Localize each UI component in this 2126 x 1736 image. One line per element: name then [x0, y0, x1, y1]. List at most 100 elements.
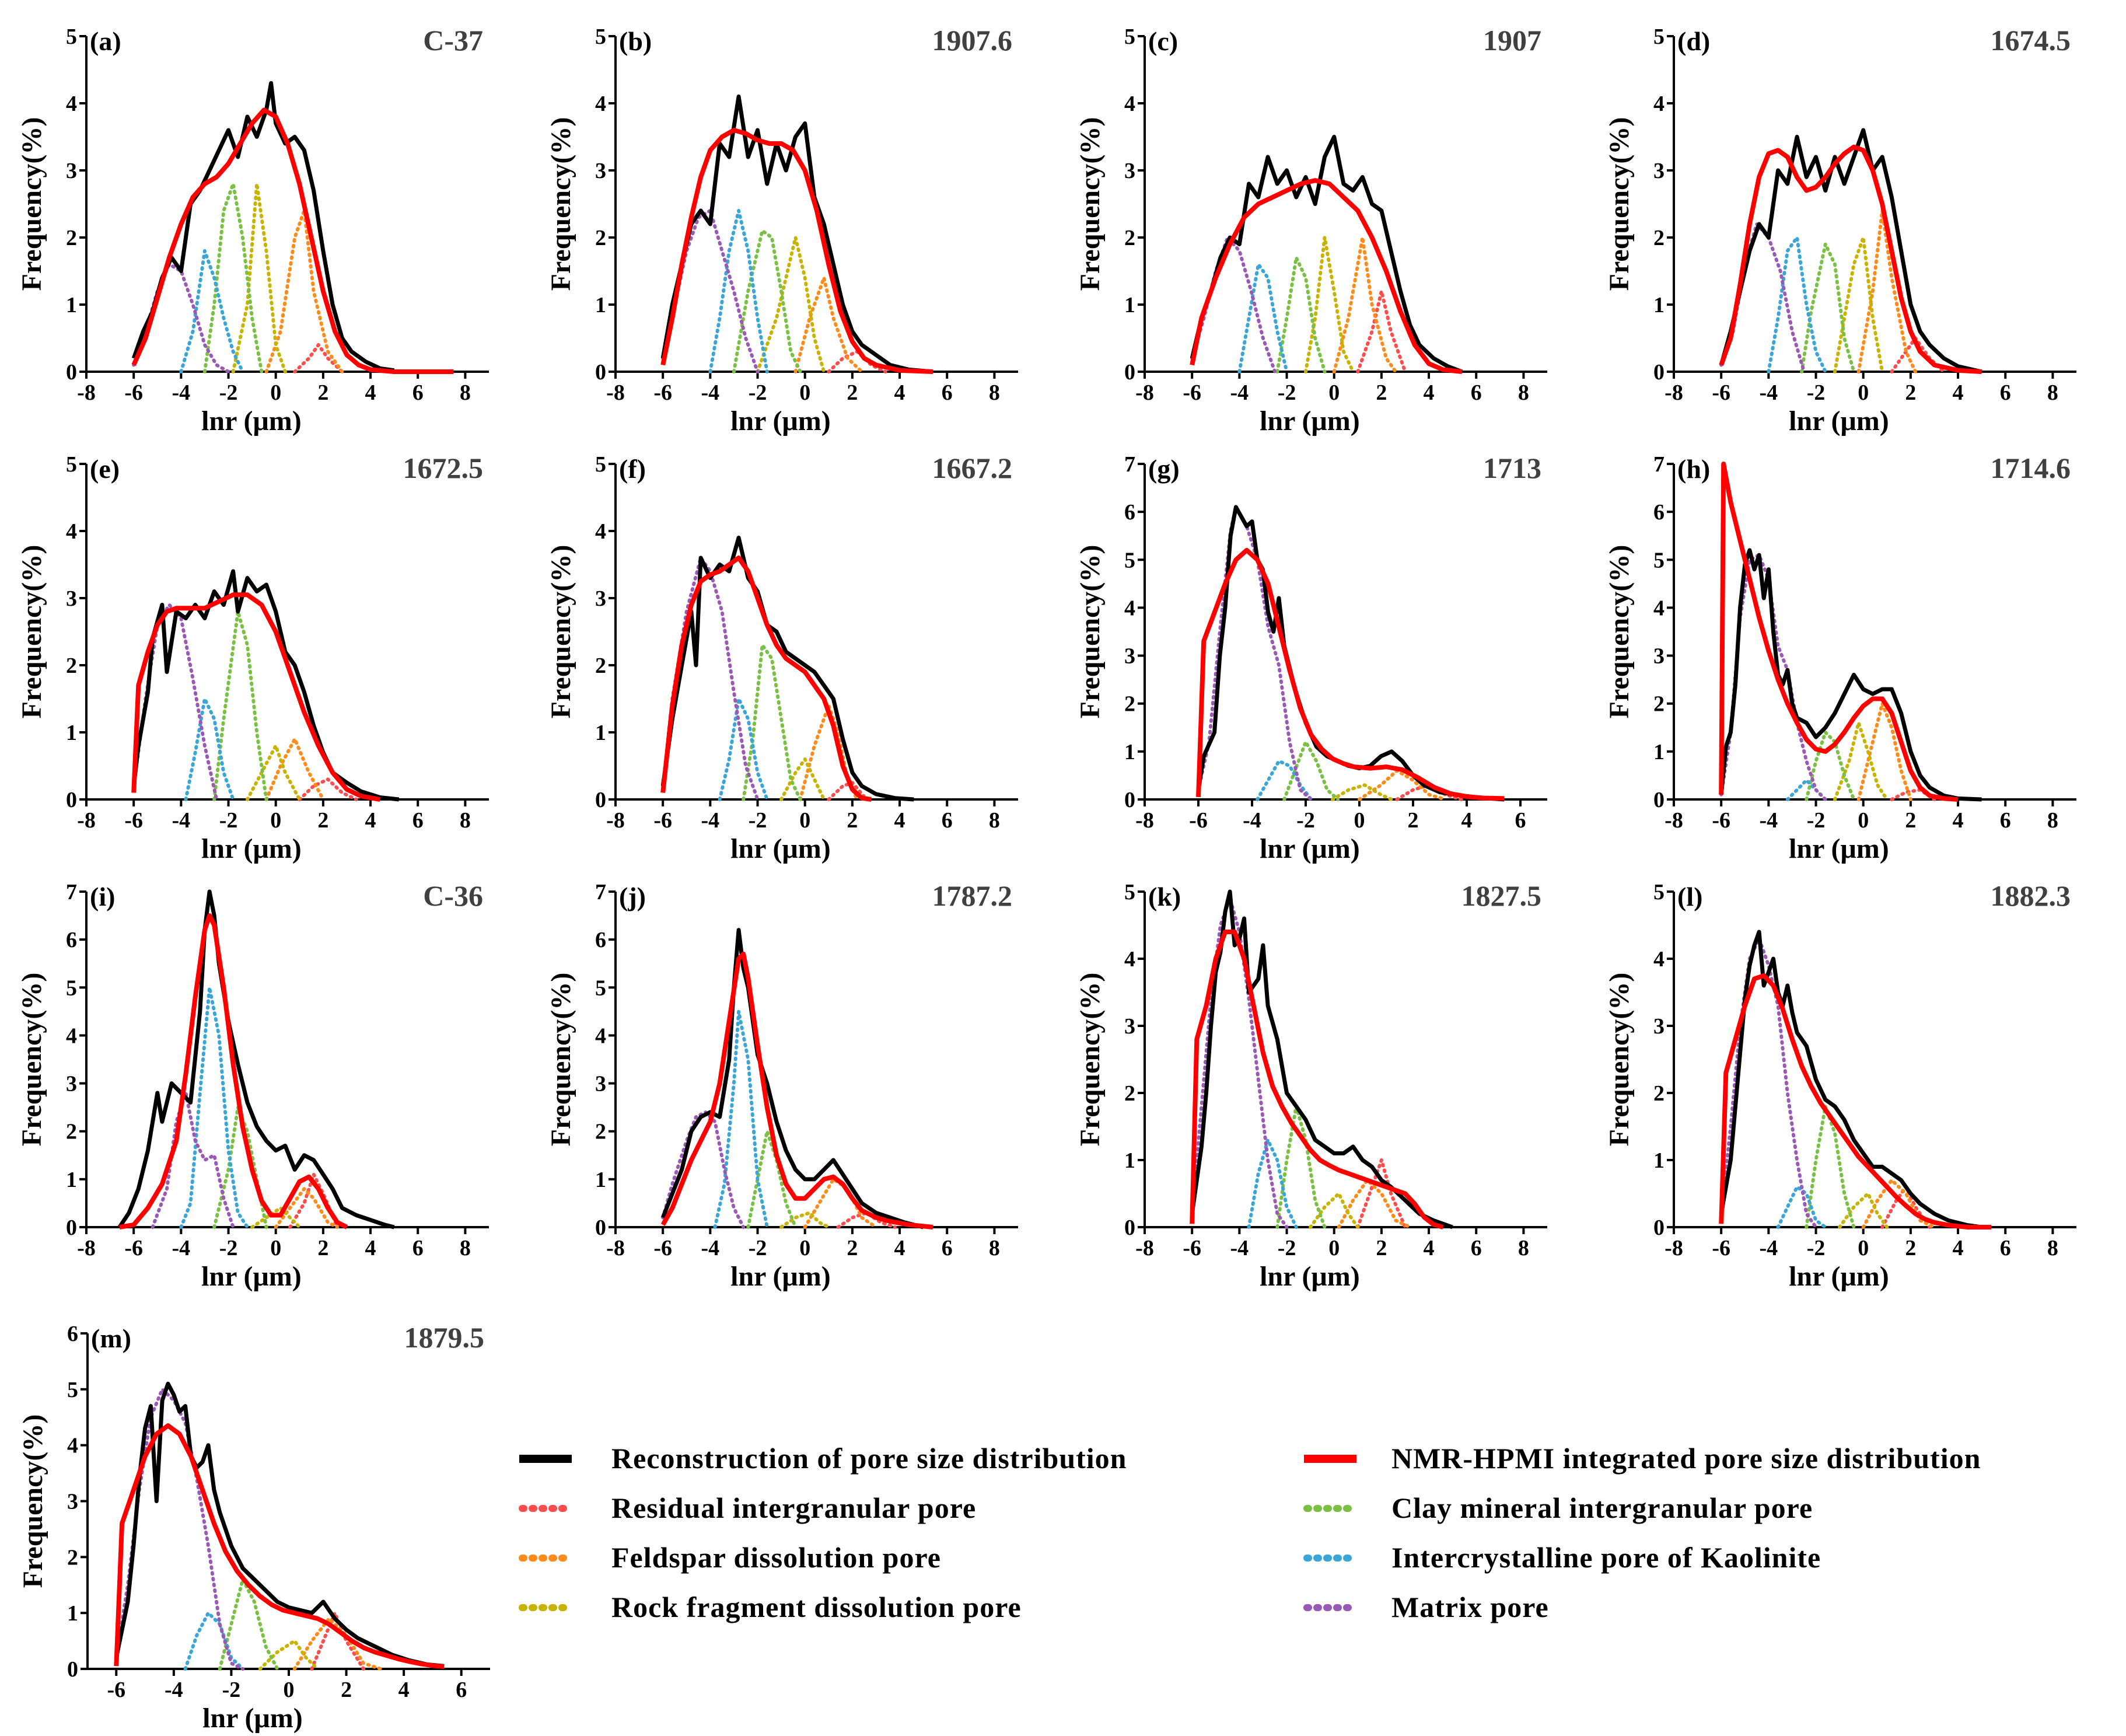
panel-j-series-reconstruction — [660, 928, 924, 1229]
panel-f-series-clay — [742, 643, 802, 801]
legend-entry-clay: Clay mineral intergranular pore — [1303, 1492, 1812, 1524]
panel-f-series-kaolinite — [718, 697, 769, 801]
panel-j-x-tick-label: 6 — [942, 1236, 953, 1260]
panel-j-sample-label: 1787.2 — [932, 879, 1013, 912]
panel-l-x-axis-title: lnr (μm) — [1789, 1261, 1889, 1292]
panel-h-series-reconstruction — [1719, 548, 1982, 802]
panel-d-series-reconstruction — [1719, 128, 1982, 374]
panel-f-x-tick-label: 6 — [942, 808, 953, 833]
panel-i: 0 1 2 3 4 5 6 7 -8 -6 -4 -2 0 2 4 6 8 lnr (μm) Frequency(%… — [16, 879, 489, 1292]
legend-entry-matrix: Matrix pore — [1303, 1591, 1549, 1623]
panel-d-x-tick-label: -6 — [1712, 380, 1730, 405]
panel-j-x-tick-label: -6 — [653, 1236, 672, 1260]
panel-c-x-tick-label: 8 — [1518, 380, 1529, 405]
panel-h-y-tick-label: 2 — [1653, 692, 1665, 717]
panel-h-sample-label: 1714.6 — [1991, 452, 2071, 484]
panel-m-sample-label: 1879.5 — [404, 1321, 485, 1354]
panel-i-series-reconstruction — [117, 889, 395, 1229]
legend-label-matrix: Matrix pore — [1391, 1591, 1549, 1623]
panel-f-y-tick-label: 1 — [595, 721, 606, 745]
panel-g-y-tick-label: 2 — [1124, 692, 1135, 717]
panel-a-series-residual — [293, 343, 344, 373]
panel-c-series-integrated — [1190, 178, 1463, 374]
panel-k-series-kaolinite — [1247, 1138, 1298, 1229]
panel-d-x-tick-label: -8 — [1665, 380, 1683, 405]
panel-b-y-tick-label: 4 — [595, 92, 606, 116]
panel-i-y-axis-title: Frequency(%) — [16, 973, 47, 1147]
panel-j-series-matrix — [661, 1110, 746, 1229]
panel-g-y-tick-label: 1 — [1124, 740, 1135, 764]
panel-i-x-tick-label: 2 — [317, 1236, 328, 1260]
panel-h-y-tick-label: 4 — [1653, 596, 1665, 620]
legend-label-kaolinite: Intercrystalline pore of Kaolinite — [1391, 1541, 1821, 1574]
panel-a-series-rock — [231, 182, 287, 373]
legend-label-integrated: NMR-HPMI integrated pore size distributi… — [1391, 1442, 1981, 1475]
panel-j-x-tick-label: -4 — [701, 1236, 720, 1260]
panel-a-x-tick-label: 6 — [412, 380, 424, 405]
panel-i-label: (i) — [90, 882, 115, 911]
panel-h-y-tick-label: 0 — [1653, 788, 1665, 812]
panel-b-series-feldspar — [793, 276, 864, 373]
panel-f-x-tick-label: -2 — [749, 808, 767, 833]
panel-f-y-tick-label: 0 — [595, 788, 606, 812]
panel-h-y-axis-title: Frequency(%) — [1604, 545, 1635, 719]
panel-g-x-tick-label: -4 — [1243, 808, 1261, 833]
panel-g-x-tick-label: 0 — [1354, 808, 1365, 833]
panel-f-x-tick-label: 4 — [894, 808, 905, 833]
panel-k-y-tick-label: 3 — [1124, 1014, 1135, 1039]
panel-g-y-tick-label: 7 — [1124, 452, 1135, 477]
panel-c-x-tick-label: -6 — [1183, 380, 1201, 405]
panel-e-y-tick-label: 5 — [66, 452, 77, 477]
panel-h-x-tick-label: 8 — [2047, 808, 2058, 833]
panel-e-y-tick-label: 3 — [66, 586, 77, 611]
panel-l-y-tick-label: 5 — [1653, 880, 1665, 904]
panel-l-series-integrated — [1719, 973, 1991, 1229]
panel-f-series-residual — [827, 781, 869, 801]
panel-m-y-tick-label: 4 — [67, 1434, 78, 1458]
panel-i-y-tick-label: 3 — [66, 1072, 77, 1096]
panel-d-y-tick-label: 1 — [1653, 293, 1665, 317]
panel-a-x-tick-label: 0 — [270, 380, 281, 405]
panel-e-x-tick-label: 2 — [317, 808, 328, 833]
panel-c-x-tick-label: 2 — [1376, 380, 1387, 405]
panel-i-y-tick-label: 5 — [66, 976, 77, 1000]
panel-d-y-tick-label: 4 — [1653, 92, 1665, 116]
panel-d-x-axis-title: lnr (μm) — [1789, 406, 1889, 436]
panel-m-x-tick-label: -4 — [165, 1678, 183, 1702]
panel-l-y-axis-title: Frequency(%) — [1604, 973, 1635, 1147]
panel-k-series-feldspar — [1337, 1178, 1412, 1229]
panel-f-label: (f) — [619, 454, 646, 484]
panel-a-label: (a) — [90, 26, 121, 56]
panel-k-y-axis-title: Frequency(%) — [1075, 973, 1106, 1147]
panel-j-y-tick-label: 7 — [595, 880, 606, 904]
panel-i-series-rock — [250, 1206, 302, 1229]
panel-a-sample-label: C-37 — [423, 24, 483, 57]
panel-e-series-kaolinite — [184, 697, 235, 801]
panel-m-label: (m) — [91, 1323, 131, 1353]
panel-g-series-matrix — [1197, 505, 1313, 801]
panel-g-x-tick-label: -8 — [1135, 808, 1154, 833]
panel-l-x-tick-label: 8 — [2047, 1236, 2058, 1260]
panel-i-x-tick-label: 6 — [412, 1236, 424, 1260]
panel-m-y-tick-label: 5 — [67, 1378, 78, 1402]
panel-d-y-tick-label: 2 — [1653, 226, 1665, 250]
panel-c-series-residual — [1356, 289, 1407, 373]
panel-a-y-tick-label: 0 — [66, 360, 77, 385]
panel-f-x-tick-label: -4 — [701, 808, 720, 833]
panel-i-x-axis-title: lnr (μm) — [201, 1261, 302, 1292]
legend-label-feldspar: Feldspar dissolution pore — [611, 1541, 941, 1574]
panel-f-y-tick-label: 4 — [595, 519, 606, 544]
legend-entry-integrated: NMR-HPMI integrated pore size distributi… — [1304, 1442, 1981, 1475]
panel-k-series-integrated — [1190, 930, 1444, 1229]
panel-m-y-tick-label: 2 — [67, 1545, 78, 1570]
panel-c-series-rock — [1304, 236, 1355, 373]
panel-b-x-axis-title: lnr (μm) — [730, 406, 831, 436]
panel-c-x-tick-label: 0 — [1328, 380, 1340, 405]
panel-m-y-axis-title: Frequency(%) — [18, 1414, 48, 1588]
panel-i-x-tick-label: 4 — [365, 1236, 376, 1260]
panel-l-series-reconstruction — [1719, 930, 1982, 1229]
panel-k-x-axis-title: lnr (μm) — [1260, 1261, 1360, 1292]
panel-h-x-tick-label: -2 — [1807, 808, 1826, 833]
panel-h-y-tick-label: 1 — [1653, 740, 1665, 764]
panel-i-y-tick-label: 6 — [66, 928, 77, 952]
